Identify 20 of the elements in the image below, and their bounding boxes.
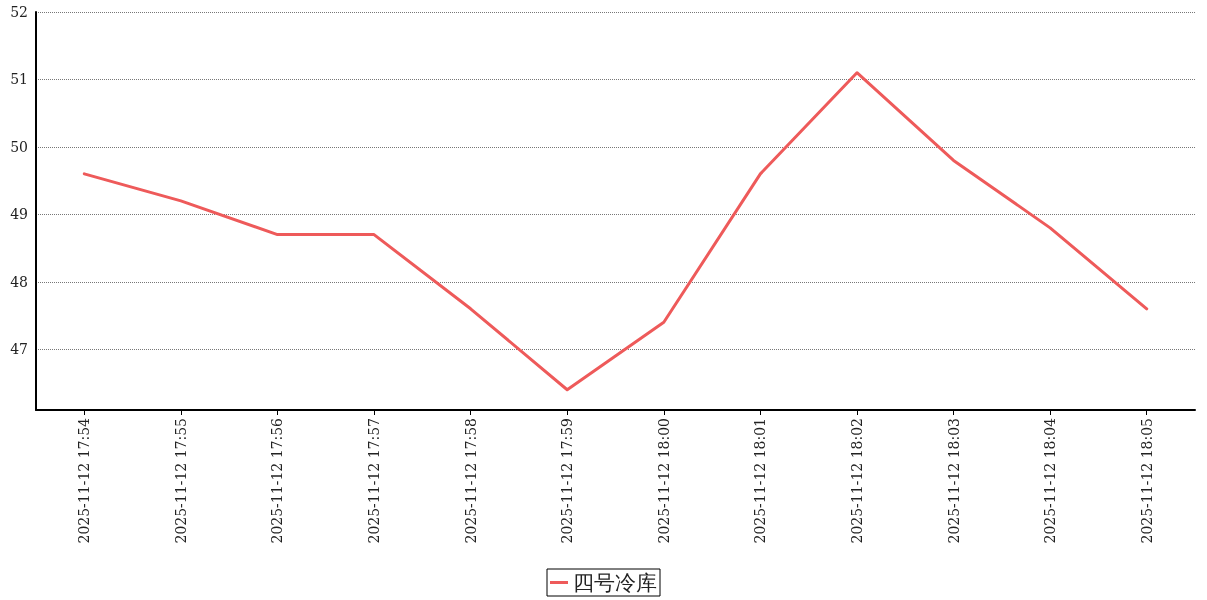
x-tick-label: 2025-11-12 17:55 (172, 418, 189, 544)
y-tick-label: 47 (10, 341, 28, 358)
x-tick-label: 2025-11-12 17:57 (366, 418, 383, 544)
y-tick-label: 49 (10, 206, 28, 223)
x-tick-label: 2025-11-12 18:00 (655, 418, 672, 544)
x-tick-label: 2025-11-12 18:03 (945, 418, 962, 544)
y-tick-label: 51 (10, 71, 28, 88)
line-series (82, 71, 1149, 392)
x-tick-label: 2025-11-12 17:58 (462, 418, 479, 544)
x-tick-label: 2025-11-12 17:59 (559, 418, 576, 544)
x-tick-label: 2025-11-12 18:01 (752, 418, 769, 544)
x-tick-label: 2025-11-12 18:04 (1042, 417, 1059, 544)
x-tick-label: 2025-11-12 17:56 (269, 417, 286, 544)
x-tick-label: 2025-11-12 18:05 (1138, 418, 1155, 544)
legend-label: 四号冷库 (573, 570, 657, 595)
y-tick-label: 48 (10, 273, 28, 290)
y-tick-label: 52 (10, 4, 28, 20)
y-tick-label: 50 (10, 138, 28, 155)
x-tick-label: 2025-11-12 17:54 (76, 417, 93, 544)
x-tick-label: 2025-11-12 18:02 (848, 418, 865, 544)
